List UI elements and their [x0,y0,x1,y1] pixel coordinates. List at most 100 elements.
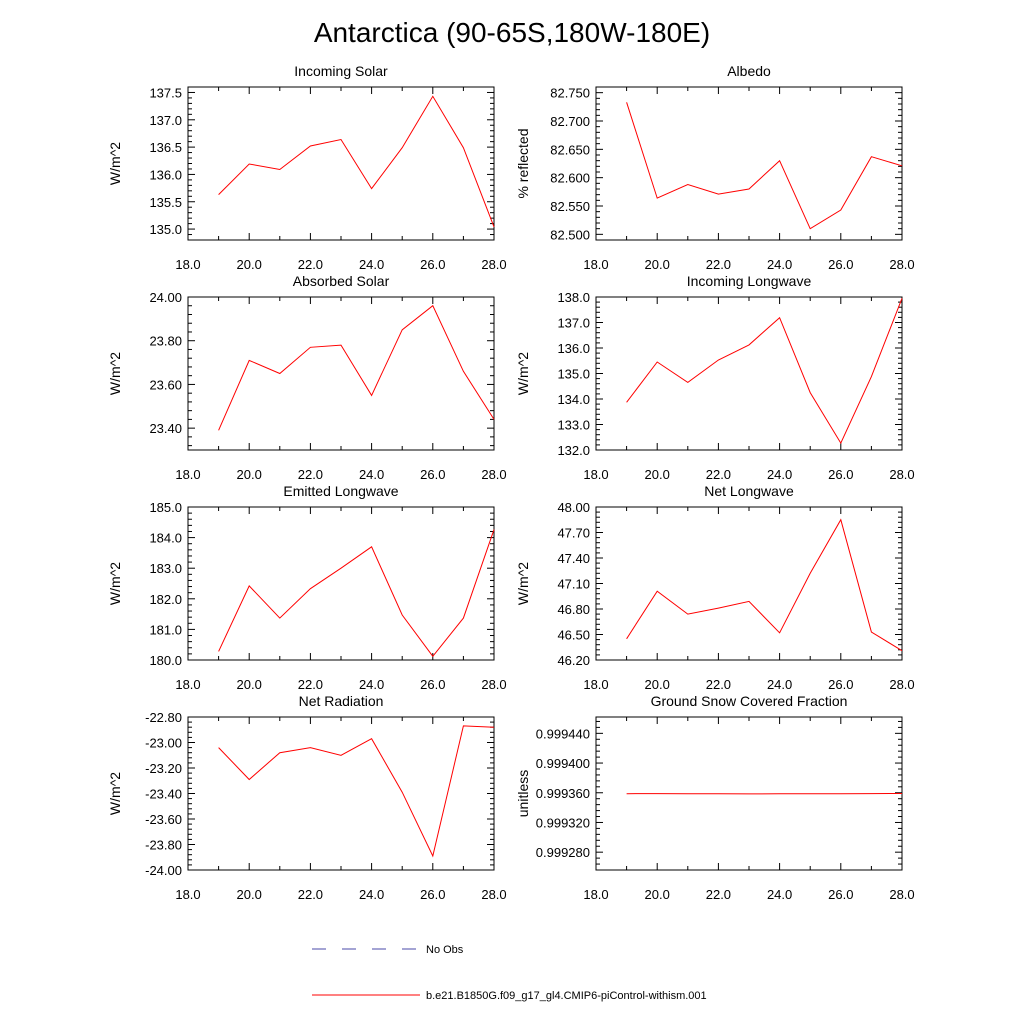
x-tick-label: 26.0 [828,677,853,692]
panel-title: Absorbed Solar [293,273,390,289]
y-tick-label: 24.00 [149,290,182,305]
y-tick-label: -23.40 [145,787,182,802]
y-tick-label: -22.80 [145,710,182,725]
x-tick-label: 22.0 [706,677,731,692]
x-tick-label: 28.0 [889,677,914,692]
panel-title: Net Longwave [704,483,794,499]
y-tick-label: -23.00 [145,736,182,751]
x-tick-label: 20.0 [237,257,262,272]
x-tick-label: 24.0 [359,467,384,482]
panel-6: Net Longwave W/m^2 18.0 20.0 22.0 24.0 26.0 28.… [515,483,915,692]
y-tick-label: 0.999360 [536,786,590,801]
x-tick-label: 20.0 [237,677,262,692]
x-tick-label: 24.0 [359,677,384,692]
y-tick-label: 137.0 [149,113,182,128]
y-axis-label: W/m^2 [107,772,123,815]
y-tick-label: 136.5 [149,140,182,155]
y-tick-label: 180.0 [149,653,182,668]
y-tick-label: 23.60 [149,377,182,392]
y-tick-label: 134.0 [557,392,590,407]
x-tick-label: 22.0 [706,887,731,902]
series-line [219,306,494,431]
series-line [627,102,902,228]
x-tick-label: 18.0 [583,677,608,692]
series-line [219,726,494,856]
x-tick-label: 20.0 [645,887,670,902]
legend-no-obs-label: No Obs [426,944,464,956]
x-tick-label: 24.0 [767,677,792,692]
x-tick-label: 22.0 [706,257,731,272]
y-tick-label: 0.999280 [536,845,590,860]
x-tick-label: 28.0 [481,467,506,482]
y-tick-label: 82.700 [550,114,590,129]
x-tick-label: 20.0 [237,467,262,482]
x-tick-label: 20.0 [645,677,670,692]
y-axis-label: % reflected [515,128,531,198]
series-line [627,520,902,651]
x-tick-label: 26.0 [828,257,853,272]
x-tick-label: 28.0 [889,887,914,902]
y-tick-label: 184.0 [149,531,182,546]
y-tick-label: 136.0 [557,341,590,356]
y-tick-label: 137.5 [149,85,182,100]
x-tick-label: 26.0 [420,467,445,482]
series-line [219,530,494,657]
y-tick-label: 136.0 [149,167,182,182]
x-tick-label: 24.0 [767,257,792,272]
x-tick-label: 28.0 [889,467,914,482]
x-tick-label: 26.0 [420,257,445,272]
y-tick-label: 82.650 [550,142,590,157]
x-tick-label: 26.0 [420,887,445,902]
x-tick-label: 22.0 [298,467,323,482]
y-tick-label: 0.999320 [536,815,590,830]
x-tick-label: 24.0 [359,887,384,902]
y-tick-label: -23.60 [145,812,182,827]
x-tick-label: 18.0 [583,467,608,482]
x-tick-label: 18.0 [175,887,200,902]
y-tick-label: 47.40 [557,551,590,566]
x-tick-label: 28.0 [481,257,506,272]
y-tick-label: -24.00 [145,863,182,878]
panel-title: Net Radiation [299,693,384,709]
x-tick-label: 18.0 [583,257,608,272]
x-tick-label: 22.0 [298,677,323,692]
plot-frame [596,87,902,240]
y-tick-label: 82.550 [550,199,590,214]
panel-title: Albedo [727,63,771,79]
y-tick-label: 23.80 [149,334,182,349]
y-tick-label: 182.0 [149,592,182,607]
x-tick-label: 24.0 [359,257,384,272]
y-tick-label: -23.20 [145,761,182,776]
y-tick-label: 137.0 [557,316,590,331]
x-tick-label: 28.0 [481,677,506,692]
y-tick-label: 46.50 [557,628,590,643]
x-tick-label: 20.0 [645,467,670,482]
x-tick-label: 22.0 [298,887,323,902]
x-tick-label: 18.0 [175,257,200,272]
x-tick-label: 26.0 [828,467,853,482]
panel-title: Emitted Longwave [283,483,398,499]
y-tick-label: 0.999440 [536,726,590,741]
y-axis-label: W/m^2 [107,142,123,185]
y-tick-label: 135.0 [149,222,182,237]
y-tick-label: 185.0 [149,500,182,515]
series-line [219,96,494,227]
x-tick-label: 26.0 [420,677,445,692]
y-tick-label: 183.0 [149,561,182,576]
legend-model-label: b.e21.B1850G.f09_g17_gl4.CMIP6-piControl… [426,990,707,1002]
y-tick-label: 47.70 [557,526,590,541]
x-tick-label: 20.0 [237,887,262,902]
y-tick-label: 46.80 [557,602,590,617]
y-axis-label: W/m^2 [515,562,531,605]
y-tick-label: 0.999400 [536,756,590,771]
y-tick-label: 135.5 [149,195,182,210]
y-tick-label: 181.0 [149,622,182,637]
x-tick-label: 28.0 [481,887,506,902]
y-tick-label: 23.40 [149,421,182,436]
